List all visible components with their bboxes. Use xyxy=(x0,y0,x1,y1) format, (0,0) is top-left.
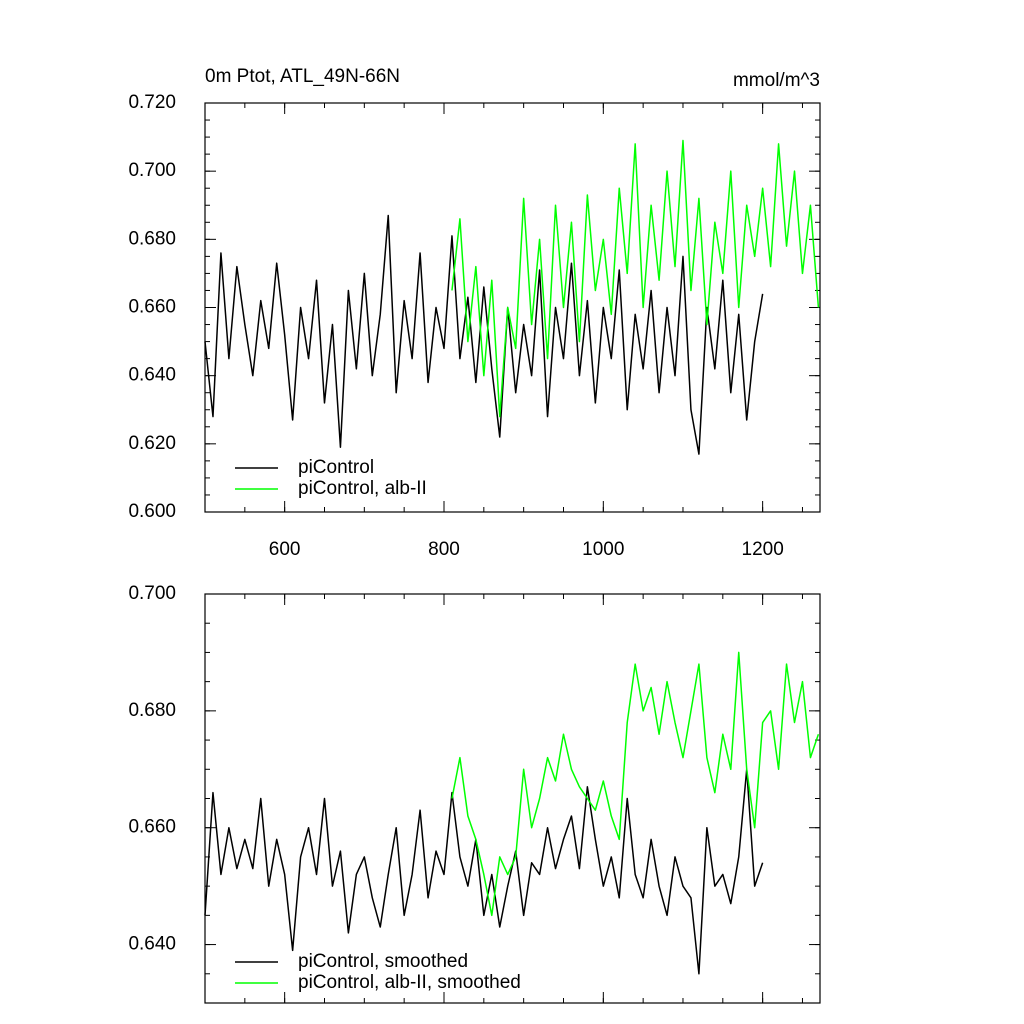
legend-label: piControl, alb-II, smoothed xyxy=(298,972,521,993)
series-line xyxy=(204,214,764,455)
y-tick-label: 0.660 xyxy=(128,817,176,838)
plot-frame xyxy=(204,593,821,1004)
legend-label: piControl, alb-II xyxy=(298,478,427,499)
x-tick-label: 800 xyxy=(428,539,460,560)
series-line xyxy=(451,139,820,418)
plot-frame xyxy=(204,102,821,513)
y-tick-label: 0.680 xyxy=(128,228,176,249)
series-line xyxy=(204,768,764,975)
y-tick-label: 0.680 xyxy=(128,700,176,721)
y-tick-label: 0.720 xyxy=(128,92,176,113)
units-label: mmol/m^3 xyxy=(733,70,820,91)
x-tick-label: 1000 xyxy=(582,539,624,560)
series-line xyxy=(451,651,820,917)
y-tick-label: 0.620 xyxy=(128,433,176,454)
y-tick-label: 0.700 xyxy=(128,583,176,604)
y-tick-label: 0.600 xyxy=(128,501,176,522)
chart-title: 0m Ptot, ATL_49N-66N xyxy=(205,66,400,87)
y-tick-label: 0.660 xyxy=(128,297,176,318)
x-tick-label: 1200 xyxy=(742,539,784,560)
x-tick-label: 600 xyxy=(269,539,301,560)
y-tick-label: 0.640 xyxy=(128,365,176,386)
legend-label: piControl, smoothed xyxy=(298,951,468,972)
y-tick-label: 0.640 xyxy=(128,934,176,955)
legend-label: piControl xyxy=(298,457,374,478)
y-tick-label: 0.700 xyxy=(128,160,176,181)
